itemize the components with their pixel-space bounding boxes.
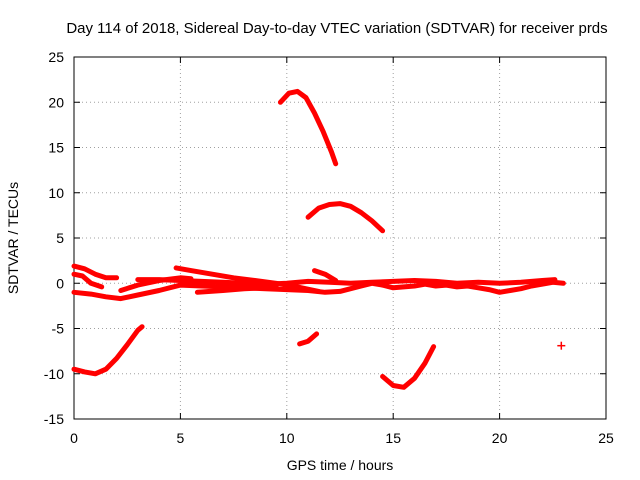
series-arc-12 bbox=[297, 331, 320, 347]
x-tick-label: 25 bbox=[598, 430, 614, 446]
x-tick-label: 10 bbox=[279, 430, 295, 446]
chart-title: Day 114 of 2018, Sidereal Day-to-day VTE… bbox=[66, 20, 607, 37]
x-tick-label: 20 bbox=[492, 430, 508, 446]
series-arc-01 bbox=[71, 263, 120, 281]
y-axis-label: SDTVAR / TECUs bbox=[5, 182, 21, 294]
series-arc-10 bbox=[277, 88, 339, 167]
y-tick-label: -15 bbox=[44, 411, 64, 427]
series-arc-11 bbox=[305, 201, 386, 234]
y-tick-label: 5 bbox=[56, 230, 64, 246]
x-tick-label: 15 bbox=[385, 430, 401, 446]
y-tick-label: 0 bbox=[56, 275, 64, 291]
y-tick-label: 10 bbox=[48, 185, 64, 201]
series-arc-06 bbox=[173, 265, 322, 294]
series-arc-02 bbox=[71, 271, 105, 290]
y-tick-label: 15 bbox=[48, 140, 64, 156]
series-arc-07 bbox=[194, 283, 279, 295]
series-arc-13 bbox=[380, 344, 437, 390]
series-arc-08 bbox=[312, 268, 339, 283]
series-arc-05 bbox=[135, 277, 558, 287]
y-tick-label: -10 bbox=[44, 366, 64, 382]
x-tick-label: 5 bbox=[177, 430, 185, 446]
y-tick-label: 25 bbox=[48, 49, 64, 65]
y-tick-label: 20 bbox=[48, 94, 64, 110]
axis-ticks: 0 5 10 15 20 25 -15 -10 -5 0 5 10 15 20 25 bbox=[44, 49, 614, 446]
x-axis-label: GPS time / hours bbox=[287, 457, 394, 473]
y-tick-label: -5 bbox=[52, 321, 65, 337]
data-series bbox=[71, 88, 566, 390]
grid-lines bbox=[74, 57, 606, 419]
marker-point-01 bbox=[557, 341, 566, 350]
x-tick-label: 0 bbox=[70, 430, 78, 446]
series-arc-09 bbox=[71, 324, 145, 377]
